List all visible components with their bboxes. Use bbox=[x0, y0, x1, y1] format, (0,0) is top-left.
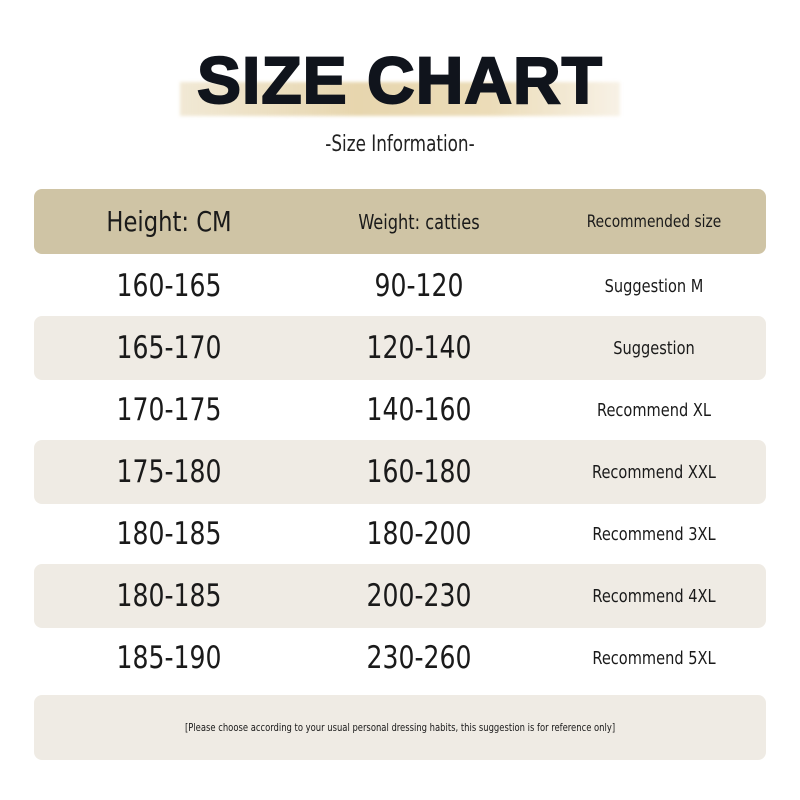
cell-height: 180-185 bbox=[116, 516, 222, 552]
page-title: SIZE CHART bbox=[196, 42, 603, 118]
cell-height: 165-170 bbox=[116, 330, 222, 366]
cell-size: Suggestion bbox=[613, 337, 695, 359]
cell-height: 175-180 bbox=[116, 454, 222, 490]
table-row: 180-185 200-230 Recommend 4XL bbox=[34, 564, 766, 628]
table-row: 170-175 140-160 Recommend XL bbox=[34, 378, 766, 442]
table-row: 165-170 120-140 Suggestion bbox=[34, 316, 766, 380]
cell-weight: 160-180 bbox=[366, 454, 472, 490]
brush-stroke-decoration bbox=[180, 82, 620, 116]
cell-weight: 120-140 bbox=[366, 330, 472, 366]
cell-size: Suggestion M bbox=[604, 275, 704, 297]
subtitle: -Size Information- bbox=[325, 132, 475, 157]
cell-weight: 90-120 bbox=[374, 268, 464, 304]
cell-weight: 180-200 bbox=[366, 516, 472, 552]
cell-size: Recommend 4XL bbox=[592, 585, 716, 607]
table-row: 160-165 90-120 Suggestion M bbox=[34, 254, 766, 318]
cell-weight: 230-260 bbox=[366, 640, 472, 676]
footnote-box: [Please choose according to your usual p… bbox=[34, 695, 766, 760]
cell-height: 185-190 bbox=[116, 640, 222, 676]
cell-size: Recommend 5XL bbox=[592, 647, 716, 669]
table-row: 175-180 160-180 Recommend XXL bbox=[34, 440, 766, 504]
table-header: Height: CM Weight: catties Recommended s… bbox=[34, 189, 766, 254]
cell-size: Recommend XL bbox=[597, 399, 711, 421]
cell-size: Recommend 3XL bbox=[592, 523, 716, 545]
cell-weight: 140-160 bbox=[366, 392, 472, 428]
cell-height: 180-185 bbox=[116, 578, 222, 614]
cell-height: 160-165 bbox=[116, 268, 222, 304]
cell-weight: 200-230 bbox=[366, 578, 472, 614]
cell-size: Recommend XXL bbox=[592, 461, 716, 483]
header-recommended-size: Recommended size bbox=[586, 211, 722, 232]
table-row: 180-185 180-200 Recommend 3XL bbox=[34, 502, 766, 566]
header-weight: Weight: catties bbox=[358, 209, 480, 234]
title-block: SIZE CHART bbox=[0, 40, 800, 120]
cell-height: 170-175 bbox=[116, 392, 222, 428]
table-row: 185-190 230-260 Recommend 5XL bbox=[34, 626, 766, 690]
footnote: [Please choose according to your usual p… bbox=[184, 721, 616, 734]
header-height: Height: CM bbox=[106, 205, 232, 238]
